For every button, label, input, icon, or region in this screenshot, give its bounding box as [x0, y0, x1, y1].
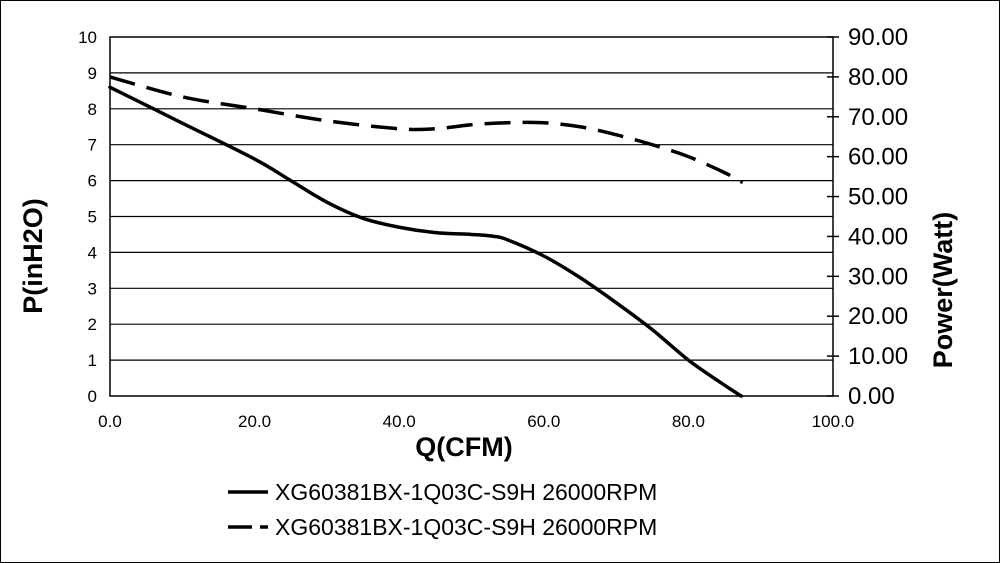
left-y-axis-title: P(inH2O)	[18, 198, 48, 314]
left-y-tick-label: 2	[88, 315, 97, 334]
x-tick-label: 100.0	[812, 412, 855, 431]
series-line-pressure	[108, 85, 743, 398]
right-axis-ticks	[827, 36, 839, 397]
left-y-tick-label: 8	[88, 100, 97, 119]
left-y-tick-label: 4	[88, 243, 97, 262]
right-y-tick-label: 90.00	[848, 24, 908, 51]
grid-lines	[110, 72, 833, 361]
left-y-tick-label: 9	[88, 64, 97, 83]
left-y-tick-label: 0	[88, 387, 97, 406]
right-y-tick-label: 30.00	[848, 263, 908, 290]
legend: XG60381BX-1Q03C-S9H 26000RPM XG60381BX-1…	[228, 479, 657, 540]
legend-label-dashed: XG60381BX-1Q03C-S9H 26000RPM	[275, 514, 657, 540]
x-tick-label: 80.0	[672, 412, 705, 431]
x-tick-labels: 0.0 20.0 40.0 60.0 80.0 100.0	[98, 412, 854, 431]
x-tick-label: 40.0	[383, 412, 416, 431]
right-y-tick-label: 60.00	[848, 144, 908, 171]
left-y-tick-label: 5	[88, 208, 97, 227]
right-y-tick-label: 20.00	[848, 303, 908, 330]
x-axis-title: Q(CFM)	[415, 432, 512, 462]
right-y-axis-title: Power(Watt)	[928, 212, 958, 369]
left-y-tick-label: 6	[88, 172, 97, 191]
x-tick-label: 0.0	[98, 412, 122, 431]
left-y-tick-labels: 0 1 2 3 4 5 6 7 8 9 10	[78, 28, 97, 406]
right-y-tick-label: 10.00	[848, 343, 908, 370]
plot-area-border	[109, 36, 834, 397]
left-y-tick-label: 1	[88, 351, 97, 370]
right-y-tick-labels: 0.00 10.00 20.00 30.00 40.00 50.00 60.00 70.00 8…	[848, 24, 908, 410]
left-y-tick-label: 3	[88, 279, 97, 298]
right-y-tick-label: 50.00	[848, 184, 908, 211]
x-tick-label: 60.0	[527, 412, 560, 431]
left-y-tick-label: 7	[88, 136, 97, 155]
right-y-tick-label: 40.00	[848, 223, 908, 250]
left-y-tick-label: 10	[78, 28, 97, 47]
right-y-tick-label: 0.00	[848, 383, 895, 410]
right-y-tick-label: 70.00	[848, 104, 908, 131]
legend-label-solid: XG60381BX-1Q03C-S9H 26000RPM	[275, 479, 657, 505]
x-tick-label: 20.0	[238, 412, 271, 431]
right-y-tick-label: 80.00	[848, 64, 908, 91]
series-line-power	[109, 75, 744, 185]
